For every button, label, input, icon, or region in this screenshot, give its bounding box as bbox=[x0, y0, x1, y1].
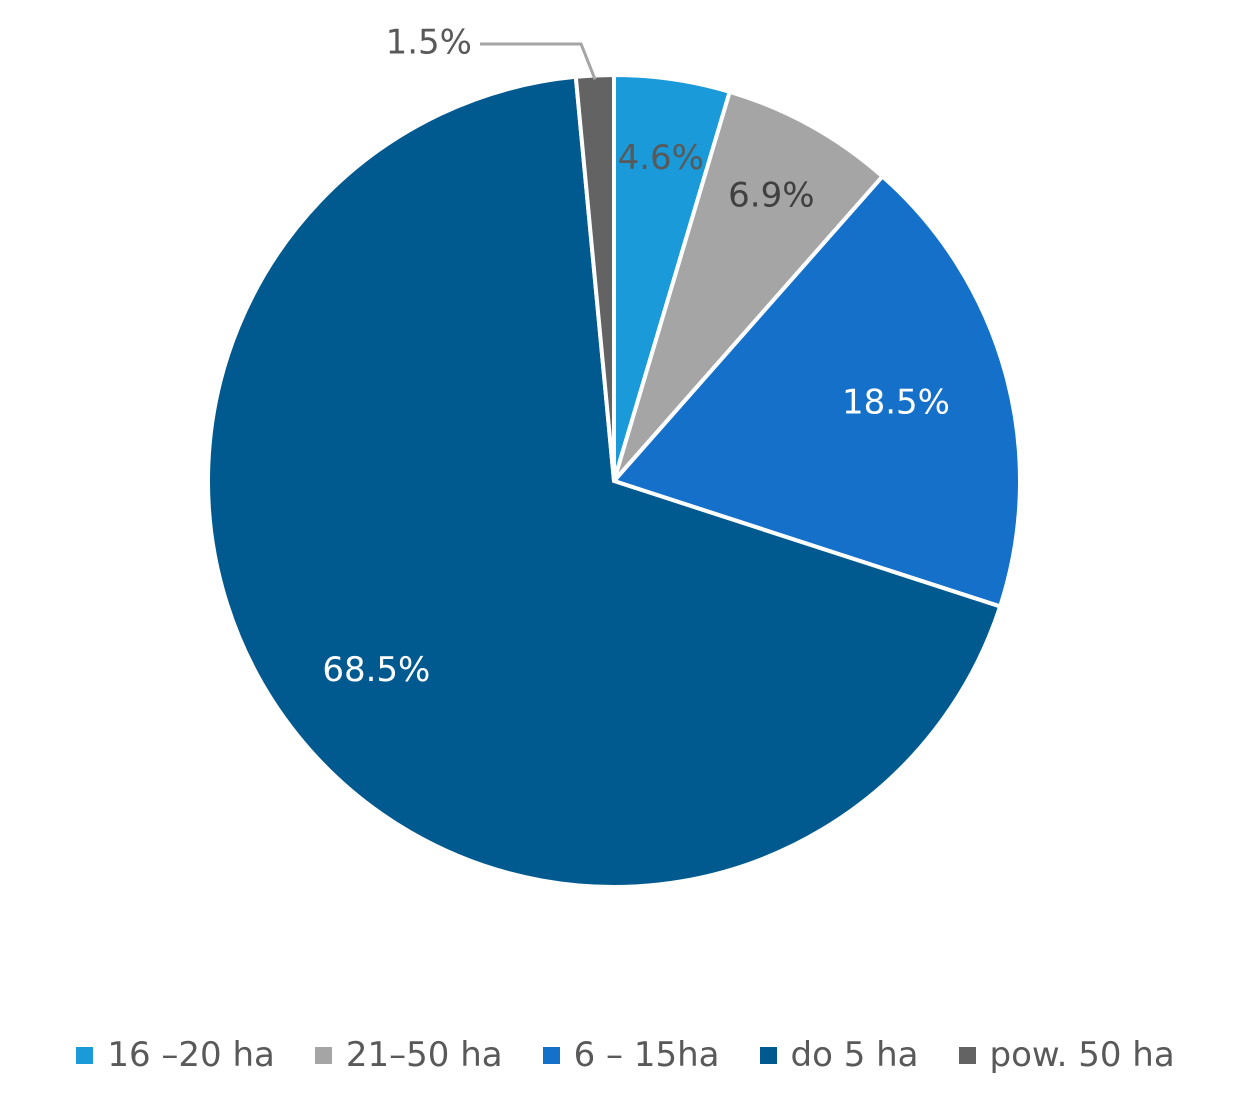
legend-item-16-20-ha: 16 –20 ha bbox=[76, 1035, 275, 1075]
legend-swatch-6-15ha bbox=[542, 1046, 560, 1064]
legend-label-6-15ha: 6 – 15ha bbox=[573, 1035, 720, 1075]
data-label-21-50-ha: 6.9% bbox=[728, 175, 814, 215]
legend-swatch-do-5-ha bbox=[759, 1046, 777, 1064]
legend-swatch-pow-50-ha bbox=[958, 1046, 976, 1064]
pie-chart: 4.6% 6.9% 18.5% 68.5% 1.5% bbox=[206, 23, 1022, 889]
legend-label-16-20-ha: 16 –20 ha bbox=[107, 1035, 275, 1075]
legend-swatch-21-50-ha bbox=[314, 1046, 332, 1064]
pie-slice-do-5-ha bbox=[206, 74, 1003, 889]
legend-item-pow-50-ha: pow. 50 ha bbox=[958, 1035, 1175, 1075]
pie-slice-21-50-ha bbox=[612, 89, 885, 483]
legend: 16 –20 ha 21–50 ha 6 – 15ha do 5 ha pow. 50 … bbox=[0, 1030, 1251, 1080]
legend-item-21-50-ha: 21–50 ha bbox=[314, 1035, 503, 1075]
legend-label-do-5-ha: do 5 ha bbox=[790, 1035, 919, 1075]
pie-slice-6-15ha bbox=[612, 174, 1022, 609]
legend-label-21-50-ha: 21–50 ha bbox=[345, 1035, 503, 1075]
data-label-6-15ha: 18.5% bbox=[842, 382, 950, 422]
legend-item-do-5-ha: do 5 ha bbox=[759, 1035, 919, 1075]
data-label-16-20-ha: 4.6% bbox=[618, 138, 704, 178]
data-label-pow-50-ha: 1.5% bbox=[386, 23, 472, 63]
legend-swatch-16-20-ha bbox=[76, 1046, 94, 1064]
legend-label-pow-50-ha: pow. 50 ha bbox=[989, 1035, 1175, 1075]
leader-line-pow-50-ha bbox=[480, 42, 597, 80]
data-label-do-5-ha: 68.5% bbox=[322, 650, 430, 690]
legend-item-6-15ha: 6 – 15ha bbox=[542, 1035, 720, 1075]
